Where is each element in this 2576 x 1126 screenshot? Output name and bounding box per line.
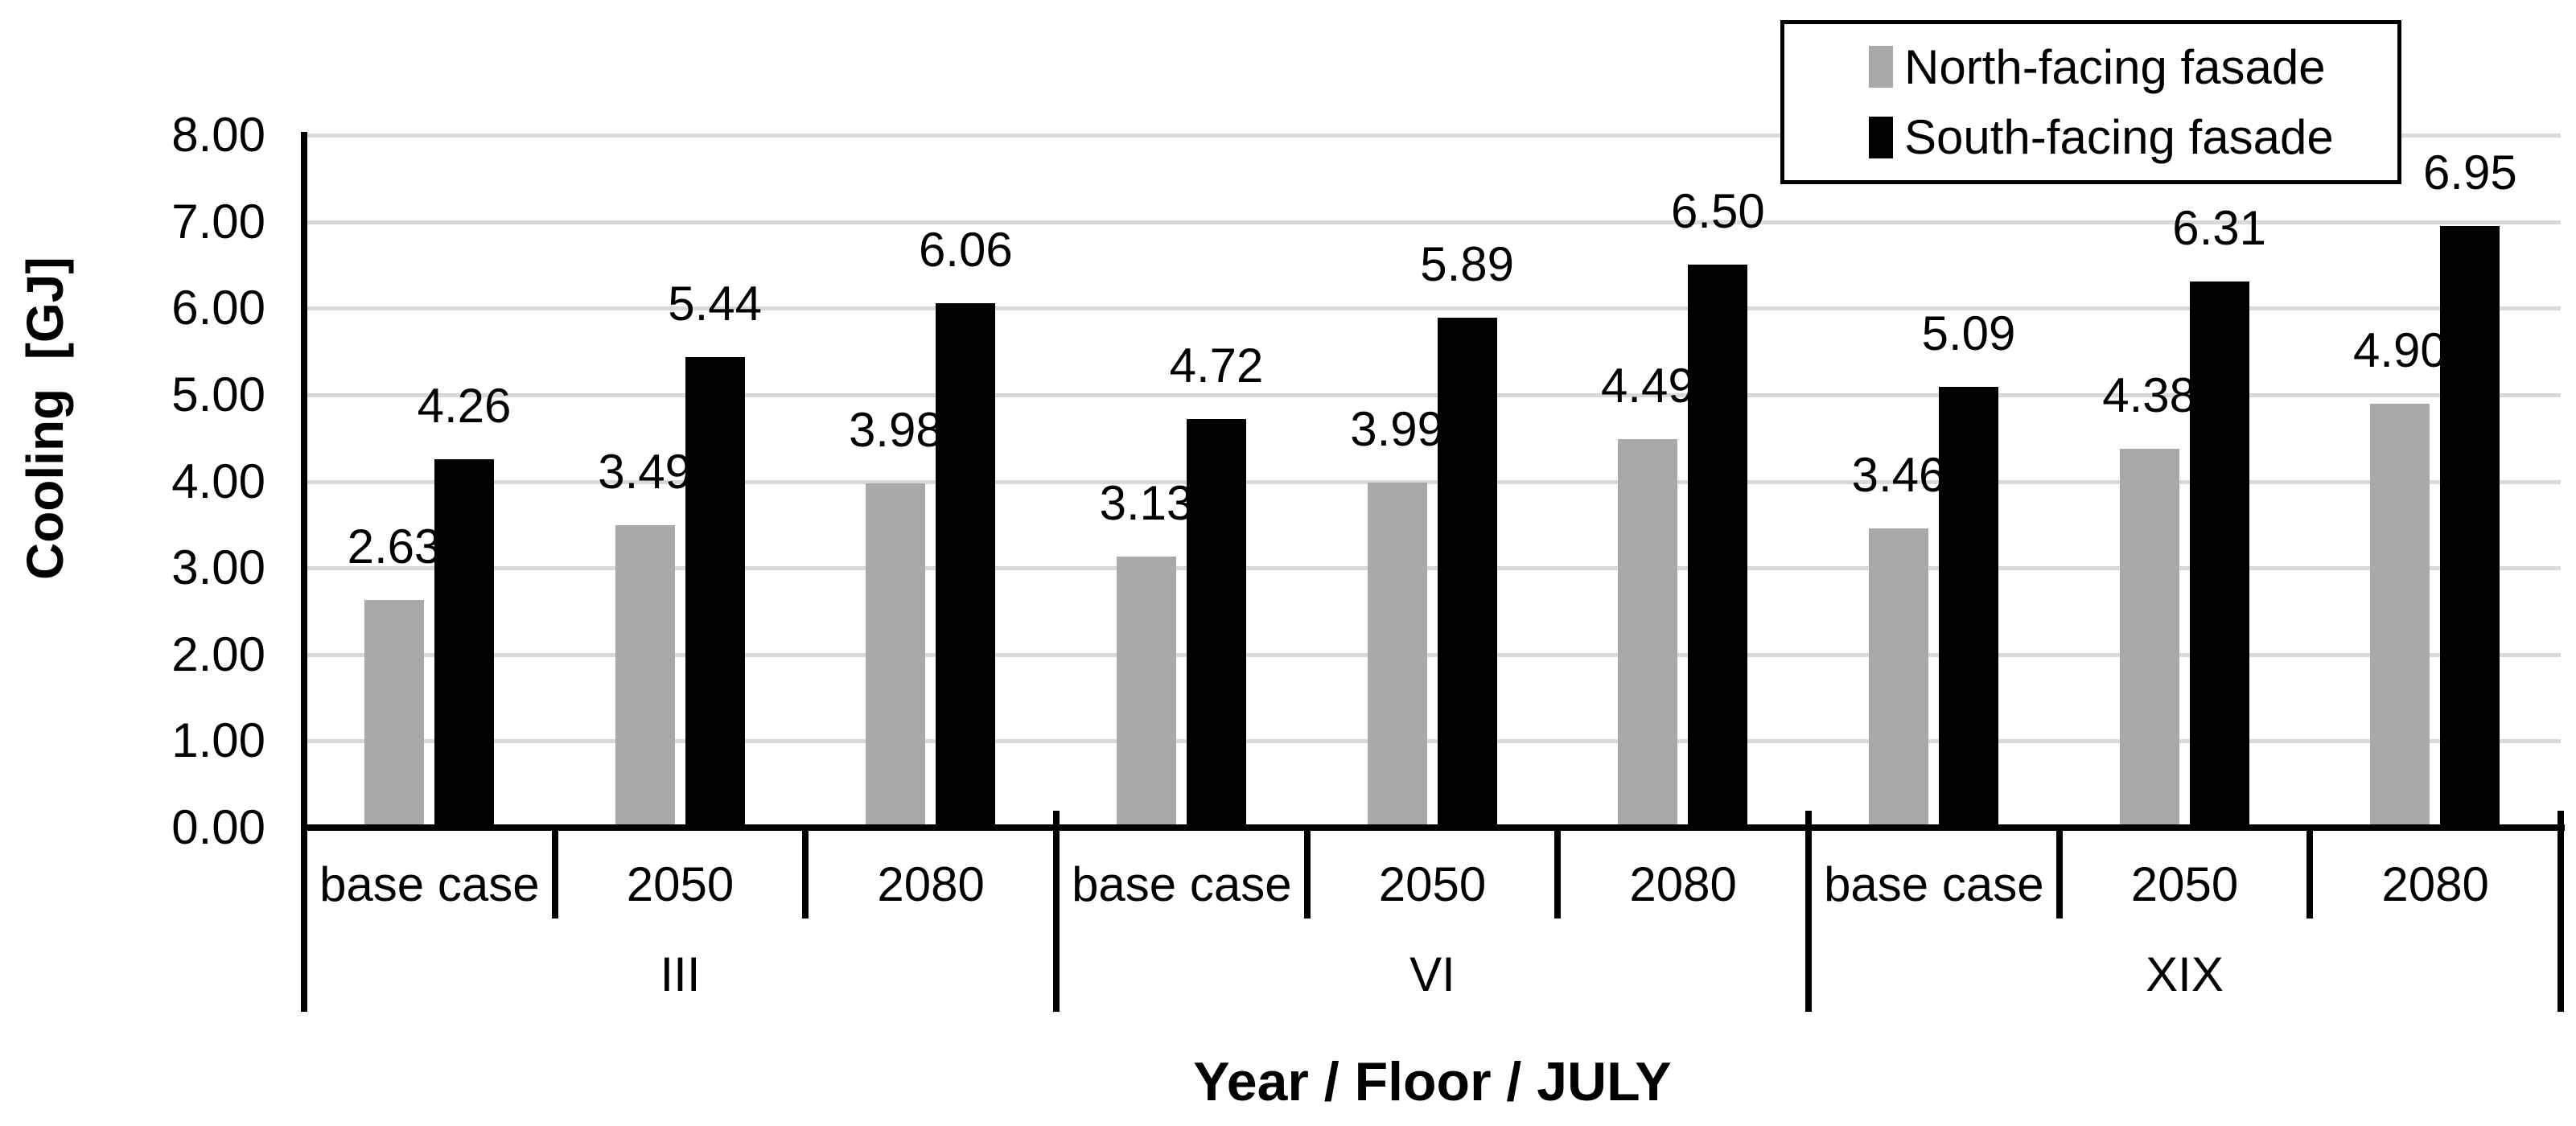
bar-value-label: 6.50 <box>1670 184 1765 239</box>
gridline <box>304 392 2561 397</box>
y-axis-tick-label: 6.00 <box>171 281 265 335</box>
bar-value-label: 6.31 <box>2172 200 2267 255</box>
y-axis-tick-label: 0.00 <box>171 800 265 854</box>
north-series-swatch-icon <box>1869 46 1893 88</box>
bar-south-VI-base-case <box>1187 419 1246 828</box>
bar-value-label: 5.09 <box>1921 306 2016 361</box>
group-separator-line <box>1053 811 1060 1012</box>
bar-north-XIX-2080 <box>2370 403 2430 828</box>
bar-value-label: 4.26 <box>417 378 512 433</box>
category-separator-line <box>551 828 558 918</box>
bar-north-VI-2080 <box>1618 438 1678 828</box>
bar-north-VI-base-case <box>1117 557 1176 828</box>
bar-north-III-2080 <box>866 483 926 828</box>
x-axis-category-label: base case <box>1072 857 1292 911</box>
bar-value-label: 4.38 <box>2102 368 2197 422</box>
bar-value-label: 4.72 <box>1169 339 1264 392</box>
x-axis-line <box>301 824 2565 831</box>
x-axis-group-label: VI <box>1409 947 1455 1001</box>
y-axis-tick-label: 3.00 <box>171 540 265 595</box>
bar-south-VI-2080 <box>1688 265 1748 828</box>
bar-value-label: 3.98 <box>848 402 943 457</box>
bar-south-III-2050 <box>685 356 745 828</box>
category-separator-line <box>1303 828 1311 918</box>
bar-south-VI-2050 <box>1437 318 1497 828</box>
y-axis-tick-label: 1.00 <box>171 713 265 768</box>
x-axis-category-label: 2050 <box>1378 857 1487 911</box>
gridline <box>304 134 2561 138</box>
bar-south-III-base-case <box>434 458 494 828</box>
gridline <box>304 220 2561 224</box>
legend: North-facing fasade South-facing fasade <box>1780 20 2401 184</box>
y-axis-tick-label: 5.00 <box>171 367 265 421</box>
category-separator-line <box>2306 828 2314 918</box>
x-axis-title: Year / Floor / JULY <box>1193 1051 1672 1112</box>
x-axis-group-label: III <box>660 947 701 1001</box>
bar-north-XIX-2050 <box>2119 448 2179 828</box>
category-separator-line <box>2055 828 2063 918</box>
category-separator-line <box>802 828 809 918</box>
bar-north-XIX-base-case <box>1869 528 1928 828</box>
bar-north-VI-2050 <box>1367 482 1427 828</box>
x-axis-group-label: XIX <box>2146 947 2224 1001</box>
y-axis-tick-label: 2.00 <box>171 627 265 681</box>
gridline <box>304 739 2561 744</box>
bar-north-III-base-case <box>364 599 424 828</box>
bar-value-label: 4.49 <box>1600 358 1695 413</box>
bar-value-label: 3.49 <box>598 445 693 499</box>
category-separator-line <box>1554 828 1562 918</box>
group-separator-line <box>1805 811 1812 1012</box>
gridline <box>304 652 2561 657</box>
south-series-swatch-icon <box>1869 116 1893 158</box>
group-separator-line <box>2557 811 2564 1012</box>
x-axis-category-label: base case <box>1824 857 2044 911</box>
gridline <box>304 566 2561 571</box>
bar-south-XIX-2080 <box>2440 226 2500 828</box>
x-axis-category-label: 2080 <box>2381 857 2489 911</box>
x-axis-category-label: 2080 <box>877 857 985 911</box>
bar-value-label: 3.46 <box>1851 447 1946 502</box>
y-axis-title: Cooling [GJ] <box>16 257 74 580</box>
x-axis-category-label: base case <box>319 857 540 911</box>
x-axis-category-label: 2080 <box>1629 857 1737 911</box>
y-axis-line <box>301 132 307 828</box>
group-separator-line <box>301 811 307 1012</box>
bar-north-III-2050 <box>615 525 675 828</box>
y-axis-tick-label: 8.00 <box>171 108 265 162</box>
bar-value-label: 5.89 <box>1420 237 1515 292</box>
bar-value-label: 3.99 <box>1350 401 1445 456</box>
bar-value-label: 6.06 <box>918 222 1013 277</box>
legend-label-south: South-facing fasade <box>1904 110 2334 165</box>
x-axis-category-label: 2050 <box>626 857 735 911</box>
bar-south-III-2080 <box>936 302 996 828</box>
bar-value-label: 5.44 <box>668 276 763 331</box>
bar-value-label: 3.13 <box>1099 476 1194 531</box>
gridline <box>304 306 2561 311</box>
gridline <box>304 479 2561 484</box>
y-axis-tick-label: 7.00 <box>171 194 265 249</box>
bar-value-label: 4.90 <box>2352 323 2447 377</box>
legend-item-south: South-facing fasade <box>1869 109 2397 165</box>
legend-label-north: North-facing fasade <box>1904 39 2326 94</box>
bar-south-XIX-2050 <box>2189 281 2249 828</box>
bar-south-XIX-base-case <box>1939 387 1998 828</box>
legend-item-north: North-facing fasade <box>1869 39 2397 95</box>
bar-value-label: 2.63 <box>347 519 442 573</box>
x-axis-category-label: 2050 <box>2130 857 2239 911</box>
bar-value-label: 6.95 <box>2422 146 2517 199</box>
y-axis-tick-label: 4.00 <box>171 454 265 508</box>
